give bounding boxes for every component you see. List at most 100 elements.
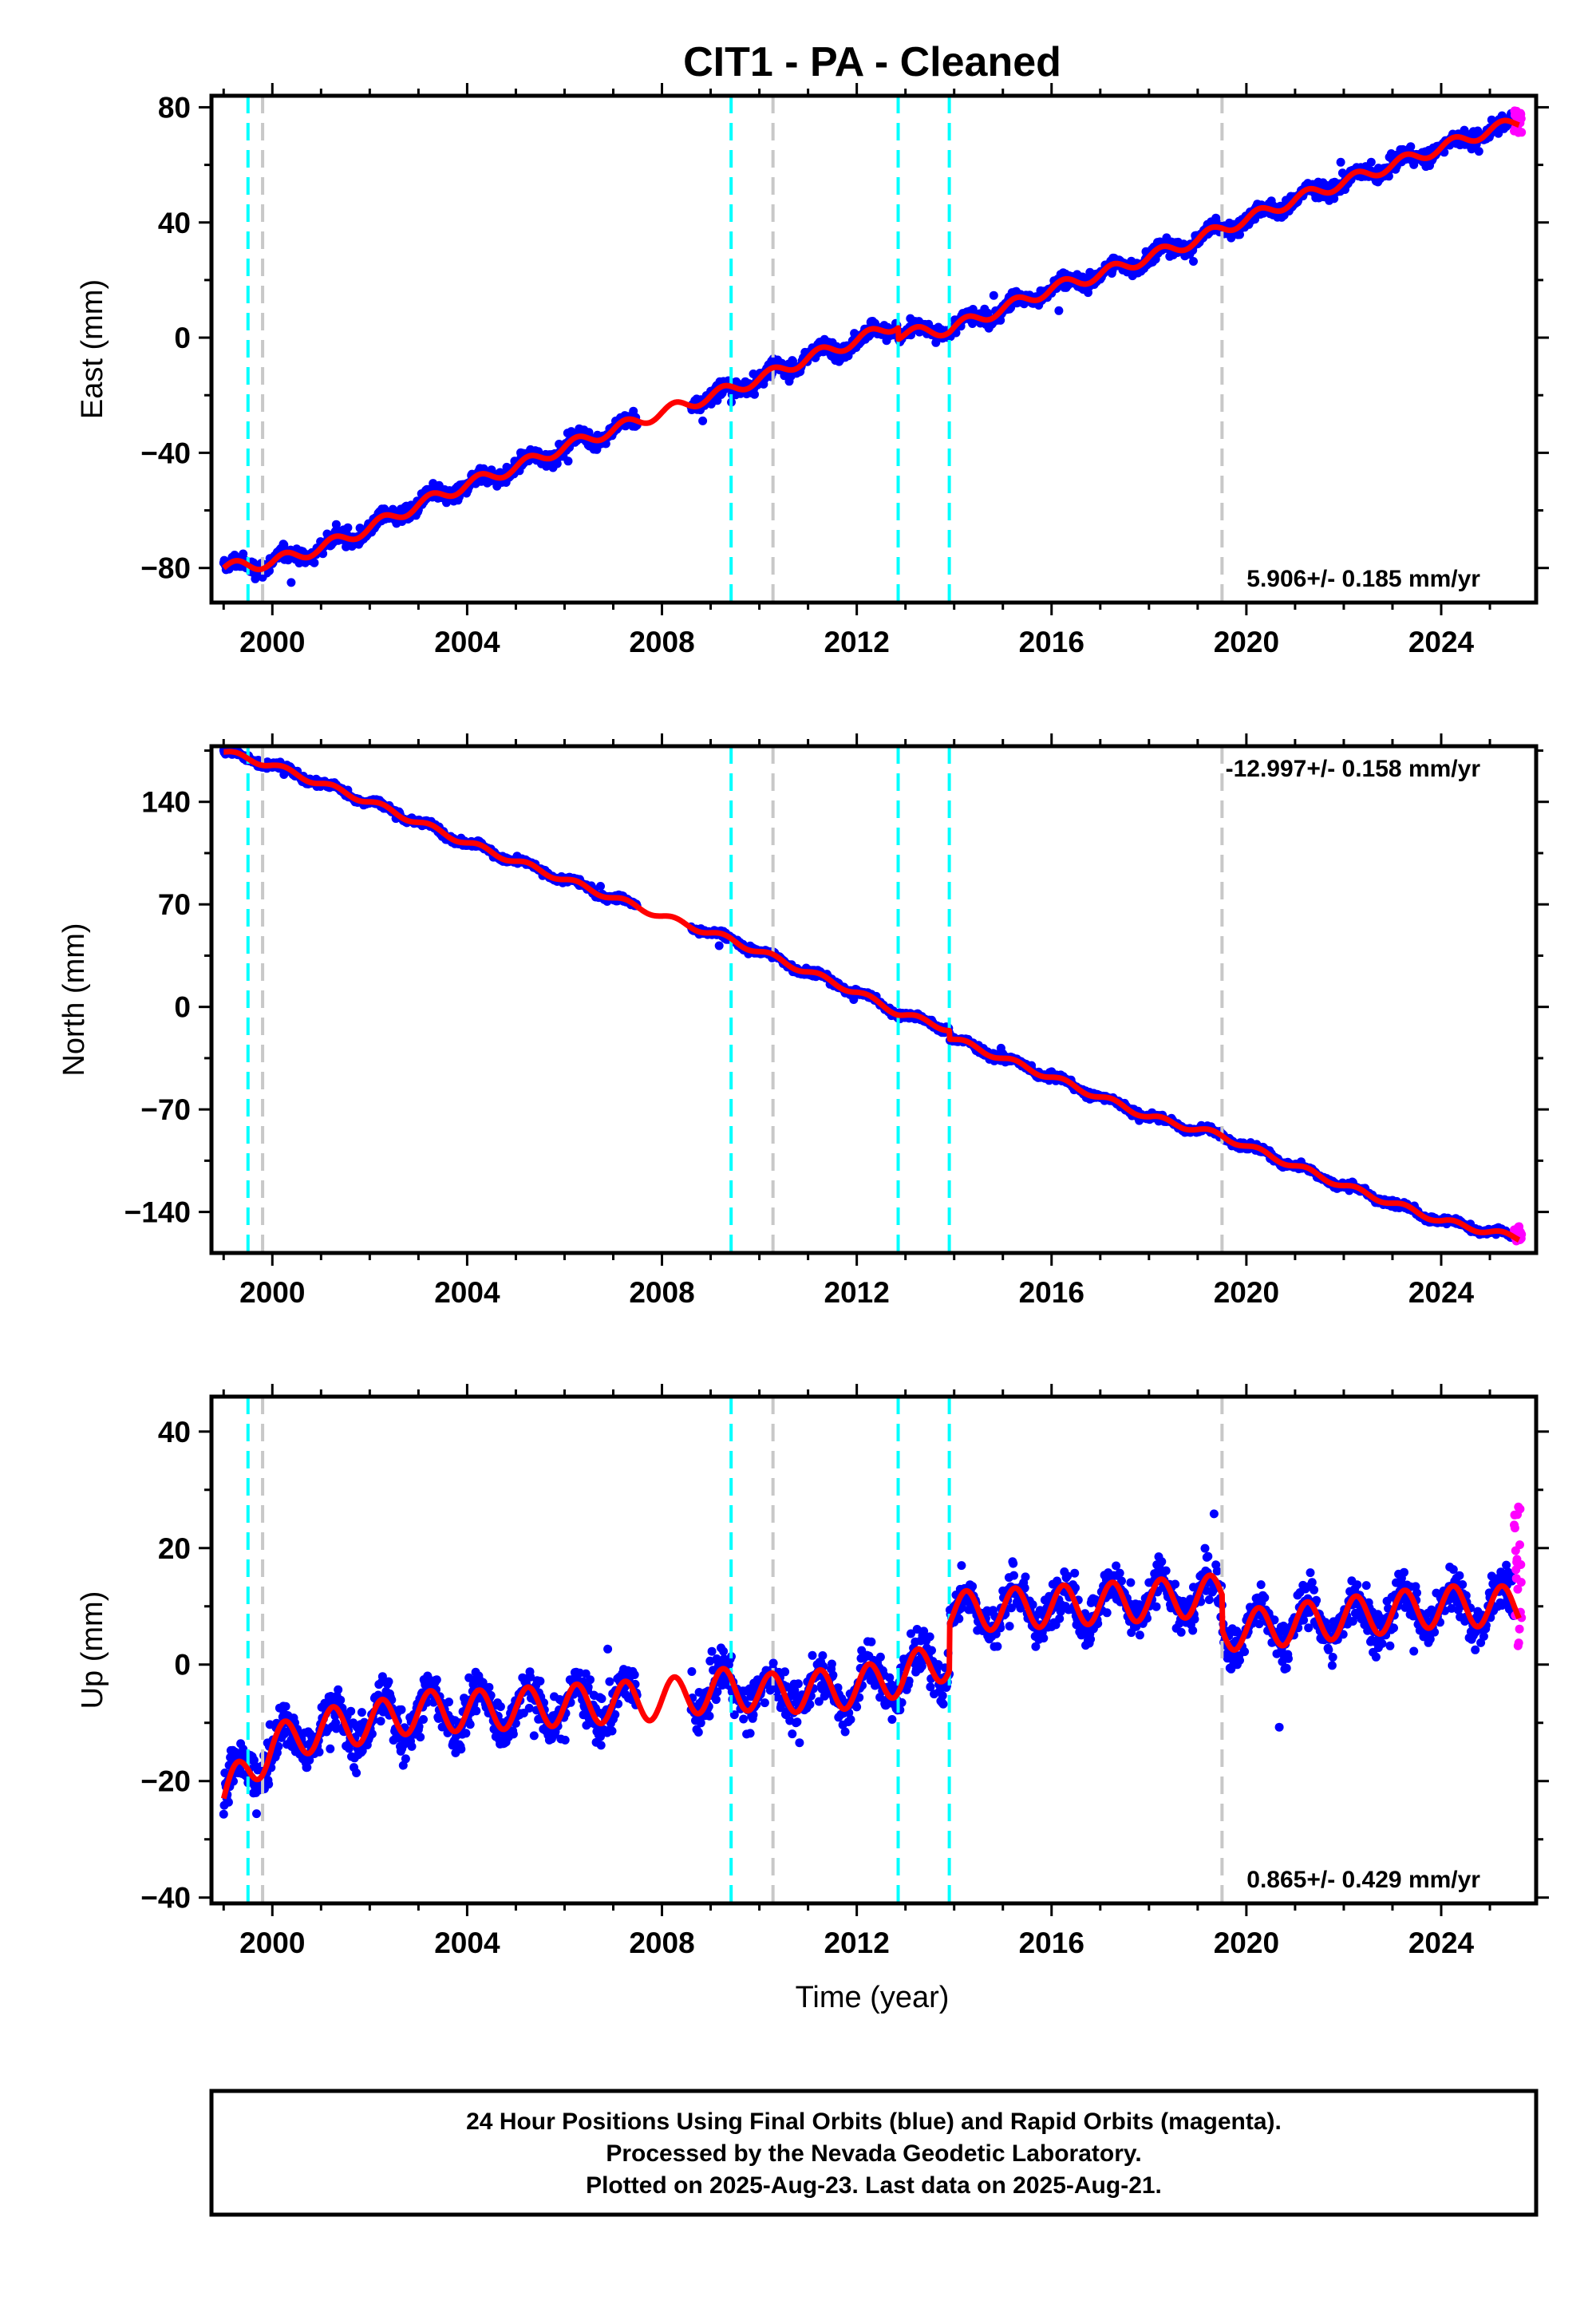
data-point xyxy=(714,941,724,951)
x-tick-label: 2012 xyxy=(824,626,889,658)
x-tick-label: 2008 xyxy=(629,1276,694,1309)
y-axis-label: North (mm) xyxy=(57,923,91,1076)
panels: 2000 2004 2008 2012 2016 2020 2024 −80 −40 0 40 80 E… xyxy=(57,83,1549,1959)
data-point xyxy=(456,1745,466,1754)
x-tick-label: 2024 xyxy=(1408,1276,1475,1309)
data-point xyxy=(401,1754,410,1764)
x-tick-label: 2024 xyxy=(1408,626,1475,658)
data-point xyxy=(989,290,998,300)
x-tick-label: 2016 xyxy=(1019,626,1084,658)
data-point xyxy=(484,1682,494,1692)
x-tick-label: 2012 xyxy=(824,1276,889,1309)
y-tick-label: 0 xyxy=(174,322,191,354)
data-point xyxy=(983,308,993,318)
x-tick-label: 2020 xyxy=(1214,1276,1279,1309)
data-point xyxy=(524,1703,534,1713)
x-tick-label: 2004 xyxy=(434,626,500,658)
x-tick-label: 2000 xyxy=(239,626,305,658)
data-point xyxy=(605,1677,614,1686)
data-point xyxy=(432,1675,441,1685)
x-tick-label: 2004 xyxy=(434,1276,500,1309)
data-point xyxy=(465,1720,475,1729)
data-point xyxy=(252,1809,261,1819)
plot-area xyxy=(219,746,1527,1253)
y-axis-label: East (mm) xyxy=(76,279,109,419)
data-point xyxy=(376,1717,385,1726)
data-point xyxy=(331,520,341,529)
y-tick-label: −40 xyxy=(140,437,191,469)
data-point xyxy=(996,315,1005,325)
rapid-point xyxy=(1516,114,1526,124)
panel-2: 2000 2004 2008 2012 2016 2020 2024−40−2002040U… xyxy=(76,1384,1549,1959)
x-tick-label: 2016 xyxy=(1019,1276,1084,1309)
panel-1: 2000 2004 2008 2012 2016 2020 2024 −140 −70 0 70 14… xyxy=(57,733,1549,1309)
y-tick-label: 40 xyxy=(158,207,191,239)
data-point xyxy=(397,1705,406,1714)
data-point xyxy=(535,1677,545,1686)
plot-area xyxy=(219,96,1527,603)
data-point xyxy=(357,1708,366,1717)
data-point xyxy=(596,882,605,891)
data-point xyxy=(279,540,289,550)
data-point xyxy=(472,1706,481,1716)
data-point xyxy=(529,1731,539,1741)
data-point xyxy=(286,578,296,587)
data-point xyxy=(750,389,759,399)
data-point xyxy=(687,1667,697,1676)
rapid-point xyxy=(1517,128,1527,137)
data-point xyxy=(334,1685,343,1694)
data-point xyxy=(586,1675,595,1685)
data-point xyxy=(310,558,319,567)
data-point xyxy=(508,1729,518,1739)
y-tick-label: 70 xyxy=(158,888,191,921)
data-point xyxy=(1336,157,1345,167)
rate-label: -12.997+/- 0.158 mm/yr xyxy=(1226,756,1481,782)
plot-area xyxy=(219,1397,1527,1903)
data-point xyxy=(563,456,573,466)
chart-title: CIT1 - PA - Cleaned xyxy=(683,39,1061,85)
data-point xyxy=(1406,142,1416,152)
data-point xyxy=(343,523,353,532)
final-orbit-points xyxy=(219,109,1519,587)
data-point xyxy=(346,1706,356,1716)
data-point xyxy=(416,1733,425,1742)
data-point xyxy=(1189,257,1198,266)
data-point xyxy=(264,1780,274,1789)
panel-0: 2000 2004 2008 2012 2016 2020 2024 −80 −40 0 40 80 E… xyxy=(76,83,1549,658)
y-tick-label: −70 xyxy=(140,1093,191,1126)
data-point xyxy=(968,305,978,314)
data-point xyxy=(336,1695,346,1705)
data-point xyxy=(698,416,708,425)
data-point xyxy=(384,1677,393,1686)
data-point xyxy=(560,1735,570,1745)
y-tick-label: 0 xyxy=(174,991,191,1024)
data-point xyxy=(596,1741,606,1750)
data-point xyxy=(607,1726,617,1736)
data-point xyxy=(603,1644,613,1654)
data-point xyxy=(419,1715,428,1724)
y-tick-label: 140 xyxy=(141,786,191,819)
x-tick-label: 2008 xyxy=(629,626,694,658)
data-point xyxy=(219,1809,228,1819)
data-point xyxy=(496,1702,505,1711)
model-fit-line xyxy=(221,749,1522,1243)
y-tick-label: −140 xyxy=(124,1196,191,1229)
data-point xyxy=(407,1741,417,1751)
data-point xyxy=(630,1670,639,1679)
data-point xyxy=(326,1744,335,1753)
data-point xyxy=(281,1701,290,1711)
x-tick-label: 2020 xyxy=(1214,626,1279,658)
data-point xyxy=(352,1769,361,1777)
y-tick-label: −80 xyxy=(140,552,191,585)
data-point xyxy=(461,1729,471,1738)
data-point xyxy=(1366,157,1376,167)
data-point xyxy=(1054,306,1064,315)
data-point xyxy=(1211,213,1221,223)
data-point xyxy=(597,1694,606,1703)
panel-frame xyxy=(209,93,1539,605)
rate-label: 5.906+/- 0.185 mm/yr xyxy=(1246,566,1480,592)
data-point xyxy=(1474,147,1483,156)
x-tick-label: 2000 xyxy=(239,1276,305,1309)
y-tick-label: 80 xyxy=(158,91,191,124)
